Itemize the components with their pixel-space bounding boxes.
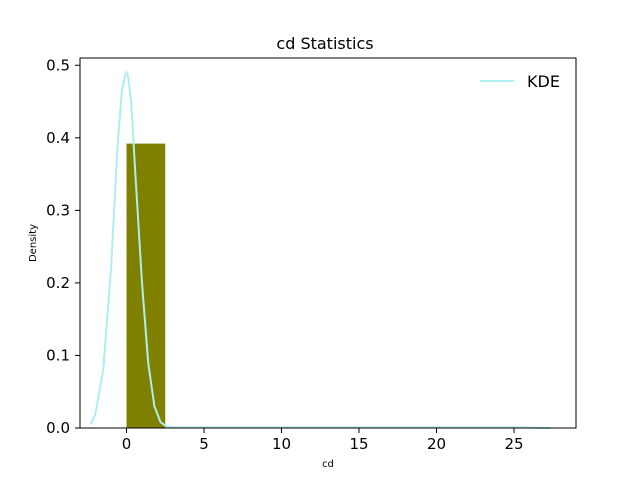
x-axis-label: cd xyxy=(322,459,334,470)
x-tick-label: 10 xyxy=(272,435,291,453)
x-tick-label: 0 xyxy=(122,435,132,453)
histogram-bars xyxy=(126,143,166,428)
x-tick-label: 20 xyxy=(427,435,446,453)
x-tick-label: 15 xyxy=(349,435,368,453)
kde-series xyxy=(89,69,550,429)
y-tick-label: 0.3 xyxy=(46,201,70,219)
kde-line xyxy=(89,69,550,429)
legend: KDE xyxy=(480,72,560,91)
y-tick-label: 0.0 xyxy=(46,419,70,437)
y-tick-label: 0.1 xyxy=(46,346,70,364)
y-tick-label: 0.4 xyxy=(46,129,70,147)
plot-frame xyxy=(79,57,577,429)
y-axis: 0.0 0.1 0.2 0.3 0.4 0.5 xyxy=(46,56,80,437)
legend-kde-label: KDE xyxy=(527,72,560,91)
x-tick-label: 25 xyxy=(504,435,523,453)
x-tick-label: 5 xyxy=(199,435,209,453)
histogram-bar xyxy=(126,143,166,428)
y-tick-label: 0.2 xyxy=(46,274,70,292)
chart-title: cd Statistics xyxy=(276,34,373,53)
y-tick-label: 0.5 xyxy=(46,56,70,74)
y-axis-label: Density xyxy=(28,224,39,262)
x-axis: 0 5 10 15 20 25 xyxy=(122,428,524,453)
